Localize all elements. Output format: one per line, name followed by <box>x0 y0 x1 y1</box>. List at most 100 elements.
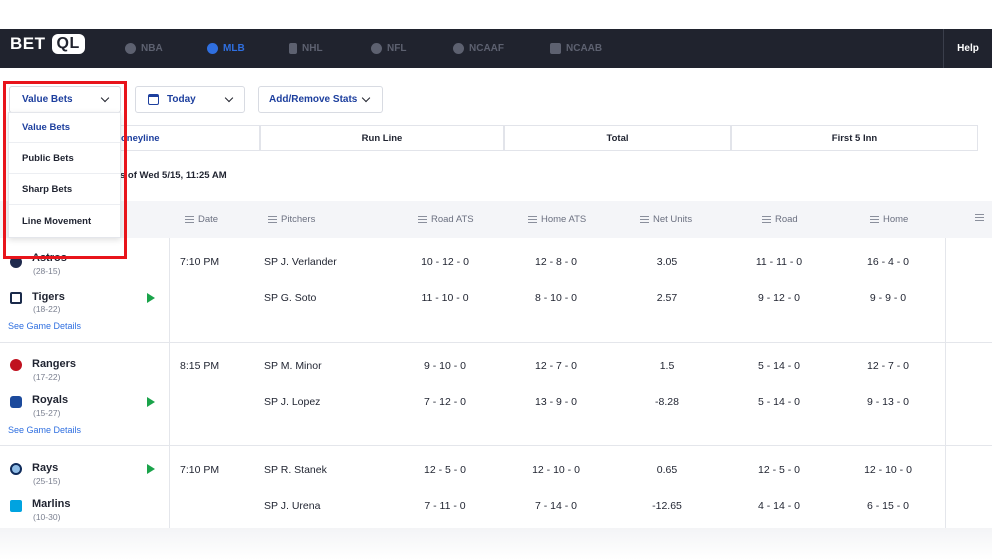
home-record: 9 - 9 - 0 <box>869 292 907 304</box>
road-record: 12 - 5 - 0 <box>757 464 801 476</box>
team-name[interactable]: Royals <box>32 394 69 406</box>
bets-type-select[interactable]: Value Bets <box>9 86 121 113</box>
play-icon[interactable] <box>147 397 155 407</box>
calendar-icon <box>148 94 159 105</box>
pitcher: SP J. Urena <box>264 500 321 512</box>
team-name[interactable]: Rays <box>32 462 59 474</box>
table-header: Date Pitchers Road ATS Home ATS Net Unit… <box>0 201 992 238</box>
date-select[interactable]: Today <box>135 86 245 113</box>
chevron-down-icon <box>100 93 110 103</box>
home-record: 12 - 7 - 0 <box>866 360 910 372</box>
help-button[interactable]: Help <box>943 29 992 68</box>
tab-first-5-inn[interactable]: First 5 Inn <box>731 125 978 151</box>
game-time: 8:15 PM <box>180 360 220 372</box>
pitcher: SP J. Verlander <box>264 256 337 268</box>
page-bottom-fade <box>0 528 992 560</box>
team-name[interactable]: Astros <box>32 252 67 264</box>
chevron-down-icon <box>362 93 371 103</box>
team-name[interactable]: Tigers <box>32 291 65 303</box>
col-header-label: Home ATS <box>541 214 587 225</box>
col-header-more[interactable] <box>975 214 984 221</box>
sort-icon <box>762 216 771 223</box>
net-units: 2.57 <box>656 292 678 304</box>
road-record: 4 - 14 - 0 <box>757 500 801 512</box>
nav-tab-nhl[interactable]: NHL <box>289 43 323 54</box>
road-ats: 7 - 12 - 0 <box>423 396 467 408</box>
home-ats: 12 - 7 - 0 <box>534 360 578 372</box>
dropdown-option-public-bets[interactable]: Public Bets <box>9 144 120 174</box>
building-icon <box>550 43 561 54</box>
net-units: 0.65 <box>656 464 678 476</box>
tab-run-line[interactable]: Run Line <box>260 125 504 151</box>
bets-type-dropdown-menu: Value Bets Public Bets Sharp Bets Line M… <box>8 112 121 238</box>
col-header-date[interactable]: Date <box>185 214 218 225</box>
marlins-logo-icon <box>10 500 22 512</box>
col-header-net-units[interactable]: Net Units <box>640 214 692 225</box>
home-ats: 12 - 8 - 0 <box>534 256 578 268</box>
net-units: 1.5 <box>659 360 675 372</box>
road-ats: 7 - 11 - 0 <box>424 500 466 512</box>
see-game-details-link[interactable]: See Game Details <box>8 321 82 331</box>
nav-tab-ncaab[interactable]: NCAAB <box>550 43 602 54</box>
nav-tab-nba[interactable]: NBA <box>125 43 163 54</box>
top-navbar: BET QL NBA MLB NHL NFL NCAAF NCAAB Help <box>0 29 992 68</box>
column-divider <box>945 238 946 528</box>
team-name[interactable]: Marlins <box>32 498 71 510</box>
net-units: 3.05 <box>656 256 678 268</box>
home-record: 9 - 13 - 0 <box>866 396 910 408</box>
road-ats: 10 - 12 - 0 <box>421 256 469 268</box>
dropdown-option-sharp-bets[interactable]: Sharp Bets <box>9 175 120 205</box>
game-time: 7:10 PM <box>180 256 220 268</box>
sort-icon <box>640 216 649 223</box>
rangers-logo-icon <box>10 359 22 371</box>
team-record: (28-15) <box>33 266 61 276</box>
nav-tab-label: NFL <box>387 43 407 54</box>
team-record: (17-22) <box>33 372 61 382</box>
home-ats: 12 - 10 - 0 <box>532 464 580 476</box>
logo-ql: QL <box>51 34 85 54</box>
column-divider <box>169 238 170 528</box>
nav-tab-ncaaf[interactable]: NCAAF <box>453 43 504 54</box>
updated-timestamp: s of Wed 5/15, 11:25 AM <box>120 170 227 181</box>
team-name[interactable]: Rangers <box>32 358 77 370</box>
tigers-logo-icon <box>10 292 22 304</box>
road-record: 11 - 11 - 0 <box>755 256 803 268</box>
nav-tab-mlb[interactable]: MLB <box>207 43 245 54</box>
bet-type-tabs: oneyline Run Line Total First 5 Inn <box>0 125 992 151</box>
betql-logo[interactable]: BET QL <box>10 34 85 54</box>
tab-total[interactable]: Total <box>504 125 731 151</box>
road-ats: 12 - 5 - 0 <box>423 464 467 476</box>
col-header-home[interactable]: Home <box>870 214 908 225</box>
play-icon[interactable] <box>147 293 155 303</box>
home-ats: 8 - 10 - 0 <box>534 292 578 304</box>
basketball-icon <box>125 43 136 54</box>
pitcher: SP G. Soto <box>264 292 317 304</box>
nav-tab-label: NCAAF <box>469 43 504 54</box>
game-time: 7:10 PM <box>180 464 220 476</box>
sort-icon <box>528 216 537 223</box>
col-header-pitchers[interactable]: Pitchers <box>268 214 315 225</box>
team-record: (25-15) <box>33 476 61 486</box>
team-record: (18-22) <box>33 304 61 314</box>
nav-tab-label: NCAAB <box>566 43 603 54</box>
home-record: 16 - 4 - 0 <box>866 256 910 268</box>
top-margin <box>0 0 992 29</box>
col-header-label: Road <box>775 214 798 225</box>
play-icon[interactable] <box>147 464 155 474</box>
dropdown-option-line-movement[interactable]: Line Movement <box>22 215 92 227</box>
baseball-icon <box>207 43 218 54</box>
chevron-down-icon <box>224 93 234 103</box>
team-record: (15-27) <box>33 408 61 418</box>
nav-tab-nfl[interactable]: NFL <box>371 43 406 54</box>
add-remove-stats-button[interactable]: Add/Remove Stats <box>258 86 383 113</box>
home-ats: 7 - 14 - 0 <box>534 500 578 512</box>
road-record: 5 - 14 - 0 <box>757 360 801 372</box>
dropdown-option-value-bets[interactable]: Value Bets <box>9 113 120 143</box>
see-game-details-link[interactable]: See Game Details <box>8 425 82 435</box>
col-header-road-ats[interactable]: Road ATS <box>418 214 474 225</box>
net-units: -8.28 <box>655 396 679 408</box>
nav-tab-label: MLB <box>223 43 245 54</box>
col-header-road[interactable]: Road <box>762 214 798 225</box>
home-record: 12 - 10 - 0 <box>864 464 912 476</box>
col-header-home-ats[interactable]: Home ATS <box>528 214 586 225</box>
